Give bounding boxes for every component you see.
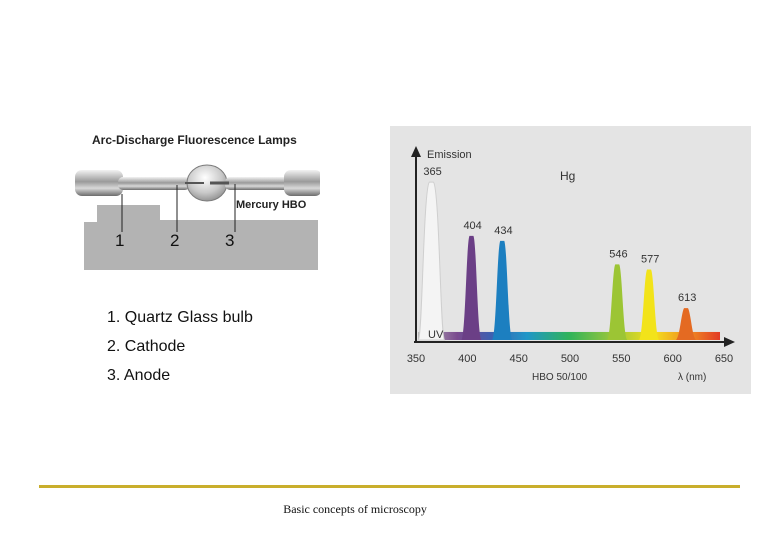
peak-label-365: 365: [423, 166, 441, 178]
spectrum-peak-613: [676, 308, 697, 340]
spectrum-peak-404: [461, 235, 482, 340]
x-tick-350: 350: [407, 353, 425, 365]
x-axis-label: HBO 50/100: [532, 372, 587, 383]
peak-label-434: 434: [494, 225, 512, 237]
uv-region-label: UV: [428, 329, 444, 341]
lamp-right-cap: [284, 170, 320, 196]
x-unit-label: λ (nm): [678, 372, 706, 383]
spectrum-peak-434: [492, 240, 513, 340]
x-axis-arrow-icon: [724, 337, 735, 347]
lamp-left-cap: [75, 170, 123, 196]
lamp-illustration: [75, 164, 320, 270]
spectrum-baseline: [418, 331, 720, 340]
legend-item-cathode: 2. Cathode: [107, 338, 186, 355]
lamp-left-stem: [118, 177, 190, 190]
y-axis-arrow-icon: [411, 146, 421, 157]
spectrum-peak-546: [607, 264, 628, 340]
spectrum-peak-577: [639, 269, 660, 340]
peak-label-404: 404: [463, 220, 481, 232]
spectrum-peak-365: [417, 181, 446, 341]
footer-divider: [39, 485, 740, 488]
x-tick-500: 500: [561, 353, 579, 365]
lamp-title: Arc-Discharge Fluorescence Lamps: [92, 133, 297, 147]
x-tick-650: 650: [715, 353, 733, 365]
peak-label-577: 577: [641, 253, 659, 265]
lamp-caption: Mercury HBO: [236, 199, 307, 211]
x-tick-600: 600: [663, 353, 681, 365]
peak-label-613: 613: [678, 292, 696, 304]
lamp-holder-base: [84, 205, 318, 270]
footer-text: Basic concepts of microscopy: [283, 502, 427, 516]
legend-item-anode: 3. Anode: [107, 367, 171, 384]
x-tick-400: 400: [458, 353, 476, 365]
peak-label-546: 546: [609, 248, 627, 260]
spectrum-panel: 365 404 434 546 577 613 Emission Hg UV HBO 50…: [390, 126, 751, 394]
lamp-right-stem: [225, 177, 297, 190]
element-label: Hg: [560, 169, 575, 183]
part-number-1: 1: [115, 231, 125, 250]
y-axis-label: Emission: [427, 149, 472, 161]
mercury-spectrum-chart: 365 404 434 546 577 613 Emission Hg UV HBO 50…: [407, 146, 735, 383]
legend-item-bulb: 1. Quartz Glass bulb: [107, 309, 253, 326]
x-tick-450: 450: [509, 353, 527, 365]
part-number-3: 3: [225, 231, 235, 250]
part-number-2: 2: [170, 231, 180, 250]
x-tick-550: 550: [612, 353, 630, 365]
